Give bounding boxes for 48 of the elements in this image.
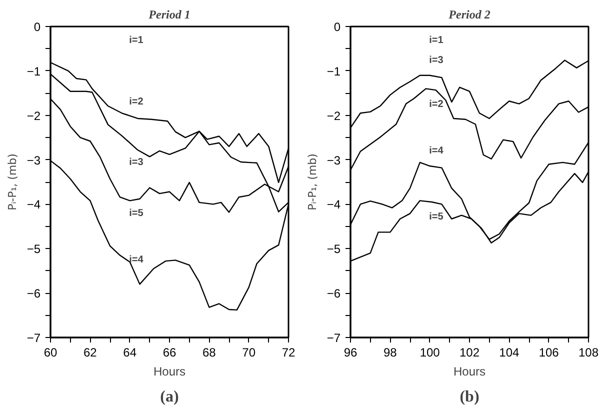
y-axis-title: Pᵢ-P₁, (mb) <box>306 154 319 210</box>
series-label: i=5 <box>129 208 144 220</box>
y-tick-label: −4 <box>26 198 41 212</box>
x-axis-title: Hours <box>153 364 186 378</box>
series-label: i=4 <box>129 254 144 266</box>
x-tick-label: 70 <box>242 346 256 360</box>
x-tick-label: 72 <box>282 346 296 360</box>
series-label: i=2 <box>429 98 444 110</box>
series-label: i=2 <box>129 96 144 108</box>
y-tick-label: −5 <box>26 242 41 256</box>
series-label: i=1 <box>429 35 444 46</box>
y-tick-label: −7 <box>326 331 341 345</box>
y-tick-label: −6 <box>326 286 341 301</box>
series-label: i=5 <box>429 211 444 222</box>
x-tick-label: 100 <box>420 346 440 360</box>
x-tick-label: 68 <box>202 346 216 360</box>
x-tick-label: 106 <box>538 346 560 360</box>
series-label: i=1 <box>129 35 144 46</box>
x-tick-label: 98 <box>383 346 398 360</box>
x-tick-label: 66 <box>162 346 176 360</box>
chart-title: Period 1 <box>148 8 190 22</box>
text: (b) <box>460 388 480 406</box>
y-axis-title: Pᵢ-P₁, (mb) <box>6 154 19 210</box>
y-tick-label: −1 <box>326 64 341 78</box>
x-tick-label: 102 <box>459 346 480 360</box>
y-tick-label: −4 <box>326 198 341 212</box>
y-tick-label: −5 <box>326 242 341 256</box>
series-label: i=3 <box>429 55 444 66</box>
y-tick-label: −7 <box>26 331 41 345</box>
series-label: i=4 <box>429 145 444 156</box>
y-tick-label: 0 <box>34 20 41 34</box>
x-tick-label: 104 <box>499 346 520 360</box>
y-tick-label: −1 <box>26 64 41 78</box>
x-tick-label: 96 <box>344 346 358 360</box>
series-label: i=3 <box>129 157 144 168</box>
x-tick-label: 108 <box>578 346 599 360</box>
text: (a) <box>160 388 179 406</box>
y-tick-label: −3 <box>326 153 341 168</box>
chart-title: Period 2 <box>448 8 490 22</box>
y-tick-label: −2 <box>26 108 41 123</box>
y-tick-label: −3 <box>26 153 41 168</box>
x-axis-title: Hours <box>453 364 486 378</box>
x-tick-label: 60 <box>44 346 58 360</box>
x-tick-label: 62 <box>83 346 98 360</box>
y-tick-label: −6 <box>26 286 41 301</box>
y-tick-label: −2 <box>326 108 341 123</box>
x-tick-label: 64 <box>123 346 137 360</box>
y-tick-label: 0 <box>334 20 341 34</box>
